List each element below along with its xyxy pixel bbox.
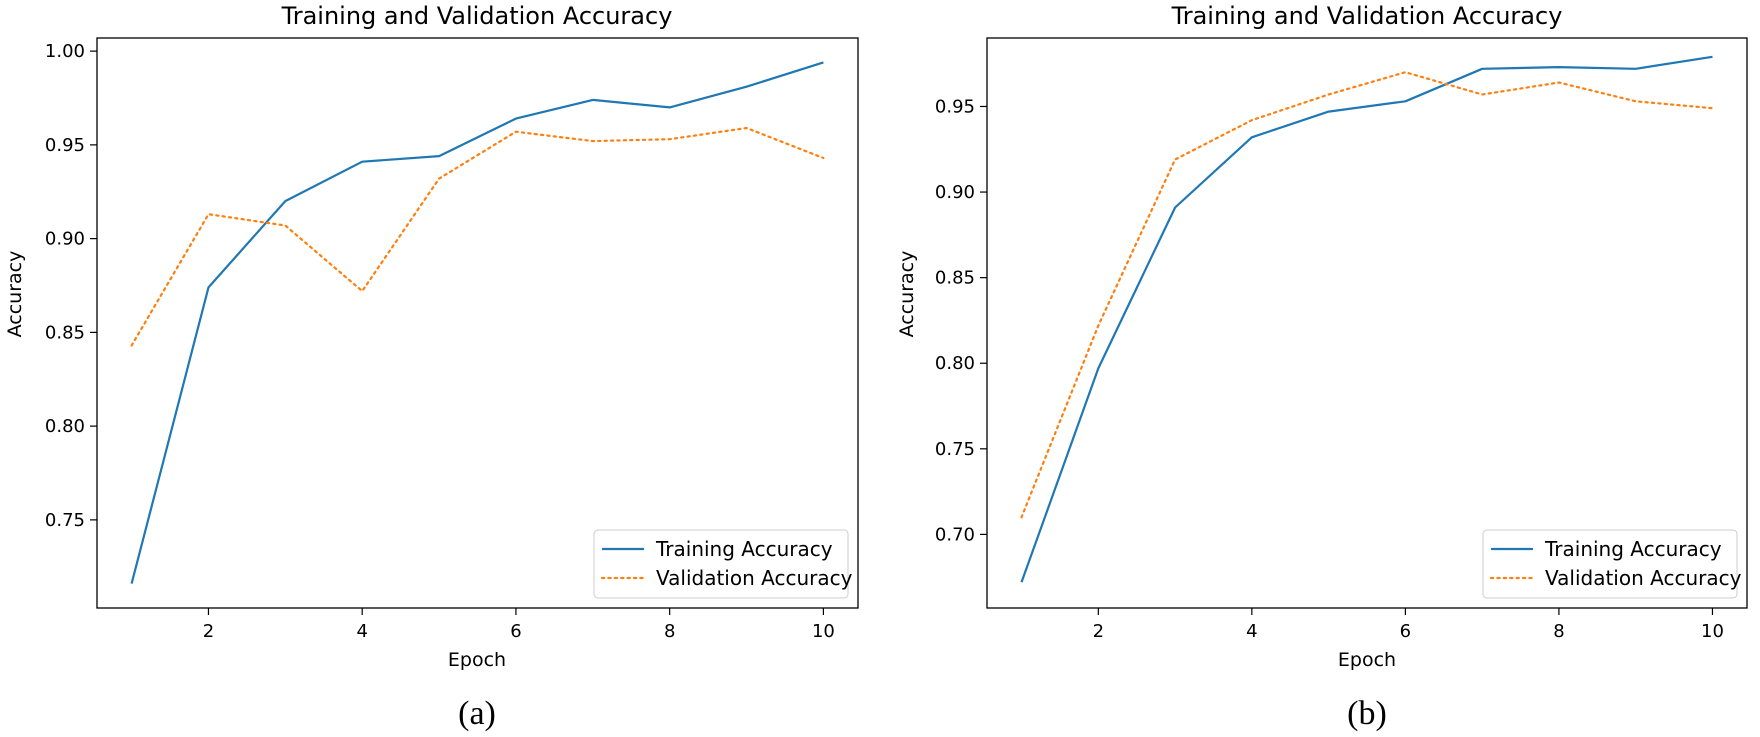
x-tick-label: 4 (356, 621, 367, 642)
x-tick-label: 2 (1093, 621, 1104, 642)
y-axis-label: Accuracy (4, 251, 26, 338)
series-line-validation (130, 126, 825, 347)
panel-caption: (b) (1347, 695, 1387, 732)
x-tick-label: 6 (510, 621, 521, 642)
legend-label: Validation Accuracy (1545, 566, 1742, 590)
x-tick-label: 10 (812, 621, 835, 642)
x-axis-label: Epoch (1338, 649, 1396, 671)
y-tick-label: 0.95 (45, 135, 85, 156)
series-line-training (1020, 55, 1713, 583)
x-tick-label: 4 (1246, 621, 1257, 642)
y-tick-label: 0.90 (935, 182, 975, 203)
x-tick-label: 10 (1701, 621, 1724, 642)
x-tick-label: 8 (1553, 621, 1564, 642)
y-axis-label: Accuracy (896, 251, 918, 338)
y-tick-label: 0.80 (45, 416, 85, 437)
legend-label: Training Accuracy (655, 537, 833, 561)
x-tick-label: 6 (1400, 621, 1411, 642)
y-tick-label: 0.75 (45, 510, 85, 531)
chart-panel-a: Training and Validation Accuracy Epoch A… (4, 2, 859, 732)
legend-label: Training Accuracy (1544, 537, 1722, 561)
series-line-training (130, 61, 824, 584)
chart-title: Training and Validation Accuracy (281, 2, 673, 30)
plot-frame (986, 37, 1748, 609)
y-tick-label: 1.00 (45, 41, 85, 62)
plot-frame (96, 37, 859, 609)
y-tick-label: 0.70 (935, 524, 975, 545)
legend-box (1482, 529, 1738, 599)
y-tick-label: 0.80 (935, 353, 975, 374)
series-line-validation (1020, 71, 1714, 519)
chart-panel-b: Training and Validation Accuracy Epoch A… (896, 2, 1748, 732)
y-tick-label: 0.95 (935, 96, 975, 117)
x-tick-label: 2 (203, 621, 214, 642)
legend-box (593, 529, 849, 599)
x-tick-label: 8 (664, 621, 675, 642)
x-axis-label: Epoch (448, 649, 506, 671)
legend-label: Validation Accuracy (656, 566, 853, 590)
y-tick-label: 0.85 (45, 322, 85, 343)
chart-title: Training and Validation Accuracy (1171, 2, 1563, 30)
y-tick-label: 0.90 (45, 229, 85, 250)
panel-caption: (a) (458, 695, 496, 732)
y-tick-label: 0.85 (935, 268, 975, 289)
y-tick-label: 0.75 (935, 439, 975, 460)
